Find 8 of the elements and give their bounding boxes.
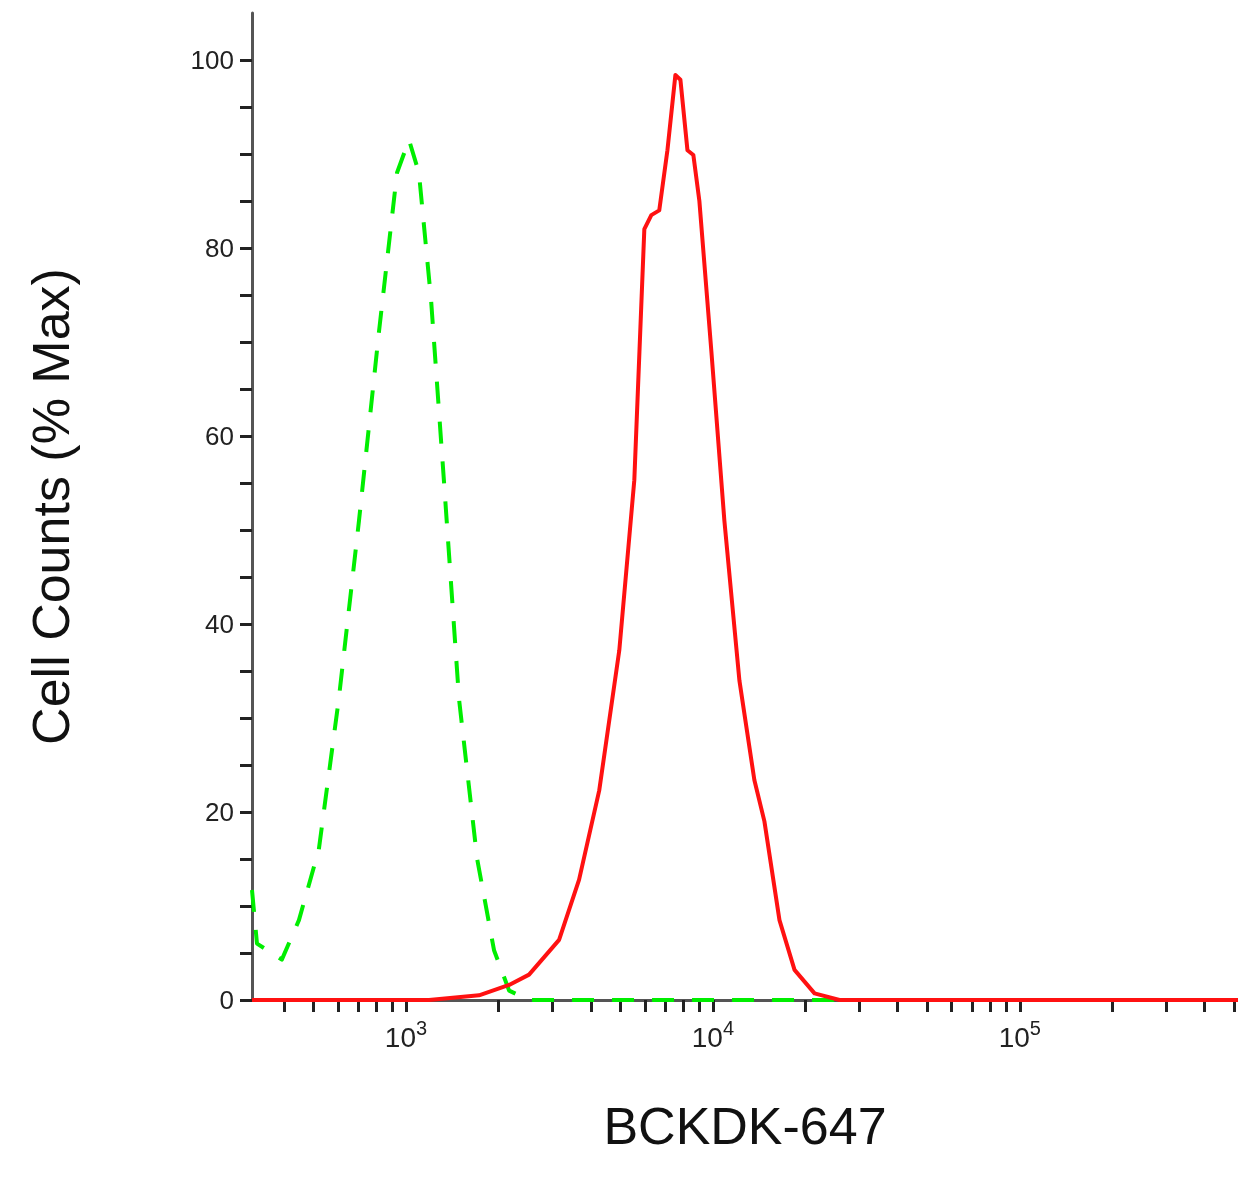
y-tick-label: 60 xyxy=(205,421,234,451)
x-axis-title: BCKDK-647 xyxy=(603,1097,887,1155)
y-tick-label: 0 xyxy=(219,985,234,1015)
y-tick-label: 20 xyxy=(205,797,234,827)
y-tick-label: 80 xyxy=(205,233,234,263)
y-tick-label: 40 xyxy=(205,609,234,639)
y-axis-title: Cell Counts (% Max) xyxy=(22,268,80,745)
y-tick-label: 100 xyxy=(190,45,234,75)
